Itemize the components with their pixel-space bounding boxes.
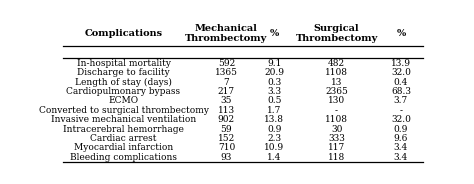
Text: Mechanical
Thrombectomy: Mechanical Thrombectomy — [185, 24, 267, 43]
Text: 10.9: 10.9 — [264, 144, 284, 153]
Text: 1.4: 1.4 — [267, 153, 282, 162]
Text: 32.0: 32.0 — [391, 115, 411, 124]
Text: 59: 59 — [220, 125, 232, 134]
Text: 32.0: 32.0 — [391, 68, 411, 77]
Text: -: - — [335, 106, 338, 115]
Text: Bleeding complications: Bleeding complications — [70, 153, 177, 162]
Text: 113: 113 — [218, 106, 235, 115]
Text: Complications: Complications — [84, 29, 163, 38]
Text: 152: 152 — [218, 134, 235, 143]
Text: 117: 117 — [328, 144, 345, 153]
Text: 3.4: 3.4 — [394, 153, 408, 162]
Text: 482: 482 — [328, 59, 345, 68]
Text: 30: 30 — [331, 125, 342, 134]
Text: 13.9: 13.9 — [391, 59, 411, 68]
Text: Myocardial infarction: Myocardial infarction — [74, 144, 173, 153]
Text: 20.9: 20.9 — [264, 68, 284, 77]
Text: 217: 217 — [218, 87, 235, 96]
Text: In-hospital mortality: In-hospital mortality — [76, 59, 171, 68]
Text: %: % — [270, 29, 279, 38]
Text: 93: 93 — [221, 153, 232, 162]
Text: 3.7: 3.7 — [394, 96, 408, 105]
Text: 0.5: 0.5 — [267, 96, 282, 105]
Text: Discharge to facility: Discharge to facility — [77, 68, 170, 77]
Text: 2365: 2365 — [325, 87, 348, 96]
Text: Surgical
Thrombectomy: Surgical Thrombectomy — [295, 24, 378, 43]
Text: 13: 13 — [331, 77, 342, 86]
Text: 1108: 1108 — [325, 115, 348, 124]
Text: 9.1: 9.1 — [267, 59, 282, 68]
Text: 0.4: 0.4 — [394, 77, 408, 86]
Text: Length of stay (days): Length of stay (days) — [75, 77, 172, 87]
Text: 333: 333 — [328, 134, 345, 143]
Text: 0.3: 0.3 — [267, 77, 281, 86]
Text: ECMO: ECMO — [109, 96, 138, 105]
Text: 1.7: 1.7 — [267, 106, 282, 115]
Text: Cardiopulmonary bypass: Cardiopulmonary bypass — [66, 87, 181, 96]
Text: 902: 902 — [218, 115, 235, 124]
Text: 68.3: 68.3 — [391, 87, 411, 96]
Text: 9.6: 9.6 — [394, 134, 408, 143]
Text: -: - — [400, 106, 402, 115]
Text: 1108: 1108 — [325, 68, 348, 77]
Text: 35: 35 — [220, 96, 232, 105]
Text: 592: 592 — [218, 59, 235, 68]
Text: Invasive mechanical ventilation: Invasive mechanical ventilation — [51, 115, 196, 124]
Text: 2.3: 2.3 — [267, 134, 281, 143]
Text: Cardiac arrest: Cardiac arrest — [90, 134, 157, 143]
Text: 0.9: 0.9 — [267, 125, 282, 134]
Text: 1365: 1365 — [215, 68, 238, 77]
Text: 7: 7 — [224, 77, 229, 86]
Text: 118: 118 — [328, 153, 345, 162]
Text: 3.3: 3.3 — [267, 87, 281, 96]
Text: 0.9: 0.9 — [394, 125, 408, 134]
Text: 3.4: 3.4 — [394, 144, 408, 153]
Text: 13.8: 13.8 — [264, 115, 284, 124]
Text: %: % — [396, 29, 406, 38]
Text: Converted to surgical thrombectomy: Converted to surgical thrombectomy — [38, 106, 209, 115]
Text: 130: 130 — [328, 96, 345, 105]
Text: 710: 710 — [218, 144, 235, 153]
Text: Intracerebral hemorrhage: Intracerebral hemorrhage — [63, 125, 184, 134]
